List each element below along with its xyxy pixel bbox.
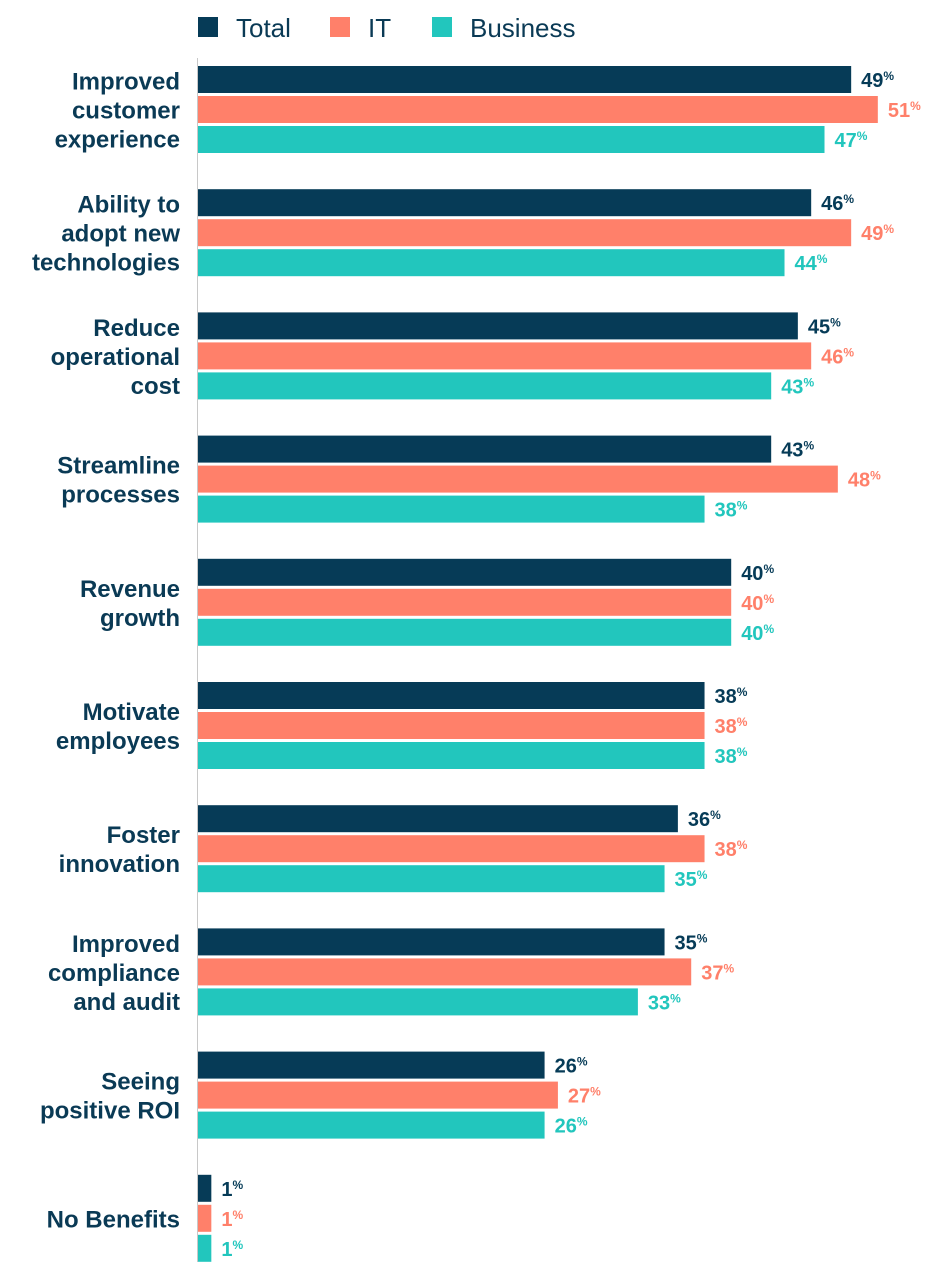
value-label-it-no-benefits: 1% [221, 1208, 243, 1231]
value-label-total-motivate-employees: 38% [715, 685, 748, 708]
legend: Total IT Business [198, 13, 576, 43]
bar-it-improved-compliance-and-audit [198, 958, 692, 986]
bar-it-revenue-growth [198, 588, 732, 616]
value-label-total-improved-compliance-and-audit: 35% [675, 931, 708, 954]
value-label-total-foster-innovation: 36% [688, 808, 721, 831]
value-label-it-improved-compliance-and-audit: 37% [701, 961, 734, 984]
value-label-total-reduce-operational-cost: 45% [808, 315, 841, 338]
category-label-revenue-growth-line-2: growth [100, 605, 180, 632]
value-label-total-revenue-growth: 40% [741, 562, 774, 585]
legend-swatch-total [198, 17, 218, 37]
bar-it-ability-to-adopt-new-technologies [198, 219, 852, 247]
category-label-streamline-processes-line-2: processes [61, 482, 180, 509]
value-label-it-ability-to-adopt-new-technologies: 49% [861, 222, 894, 245]
value-label-it-foster-innovation: 38% [715, 838, 748, 861]
value-label-business-streamline-processes: 38% [715, 499, 748, 522]
value-label-it-reduce-operational-cost: 46% [821, 345, 854, 368]
category-label-reduce-operational-cost-line-3: cost [131, 373, 180, 400]
value-label-it-seeing-positive-roi: 27% [568, 1085, 601, 1108]
bar-total-foster-innovation [198, 805, 678, 833]
category-label-improved-customer-experience-line-1: Improved [72, 69, 180, 96]
category-label-foster-innovation-line-2: innovation [59, 851, 180, 878]
category-label-improved-compliance-and-audit-line-1: Improved [72, 931, 180, 958]
bar-business-foster-innovation [198, 865, 665, 893]
bar-total-streamline-processes [198, 435, 772, 463]
legend-label-total: Total [236, 13, 291, 43]
bar-total-improved-compliance-and-audit [198, 928, 665, 956]
bar-it-streamline-processes [198, 465, 838, 493]
category-label-motivate-employees-line-1: Motivate [83, 699, 180, 726]
value-label-business-foster-innovation: 35% [675, 868, 708, 891]
category-label-reduce-operational-cost-line-1: Reduce [93, 315, 180, 342]
category-label-seeing-positive-roi-line-1: Seeing [101, 1069, 180, 1096]
bar-it-motivate-employees [198, 712, 705, 739]
category-label-improved-customer-experience-line-2: customer [72, 98, 180, 125]
bar-business-improved-customer-experience [198, 126, 825, 153]
value-label-business-seeing-positive-roi: 26% [555, 1115, 588, 1138]
legend-swatch-business [432, 17, 452, 37]
category-label-revenue-growth-line-1: Revenue [80, 576, 180, 603]
bar-business-motivate-employees [198, 742, 705, 769]
category-label-ability-to-adopt-new-technologies-line-3: technologies [32, 250, 180, 277]
bar-total-ability-to-adopt-new-technologies [198, 189, 812, 217]
bar-total-seeing-positive-roi [198, 1051, 545, 1079]
value-label-total-improved-customer-experience: 49% [861, 69, 894, 92]
category-label-seeing-positive-roi-line-2: positive ROI [40, 1098, 180, 1125]
value-label-it-motivate-employees: 38% [715, 715, 748, 738]
value-label-it-improved-customer-experience: 51% [888, 99, 921, 122]
legend-label-business: Business [470, 13, 576, 43]
value-label-total-streamline-processes: 43% [781, 439, 814, 462]
bar-it-reduce-operational-cost [198, 342, 812, 370]
category-label-improved-compliance-and-audit-line-3: and audit [73, 989, 180, 1016]
bar-total-revenue-growth [198, 558, 732, 586]
value-label-it-revenue-growth: 40% [741, 592, 774, 615]
bar-business-ability-to-adopt-new-technologies [198, 249, 785, 277]
bar-business-improved-compliance-and-audit [198, 988, 638, 1016]
bar-it-improved-customer-experience [198, 96, 878, 123]
category-label-foster-innovation-line-1: Foster [107, 822, 180, 849]
bar-business-reduce-operational-cost [198, 372, 772, 400]
bar-business-no-benefits [198, 1234, 212, 1262]
category-label-motivate-employees-line-2: employees [56, 728, 180, 755]
bar-business-seeing-positive-roi [198, 1111, 545, 1139]
category-label-no-benefits-line-1: No Benefits [47, 1206, 180, 1233]
value-label-business-revenue-growth: 40% [741, 622, 774, 645]
value-label-business-ability-to-adopt-new-technologies: 44% [795, 252, 828, 275]
bar-business-revenue-growth [198, 618, 732, 646]
value-label-business-reduce-operational-cost: 43% [781, 375, 814, 398]
category-label-ability-to-adopt-new-technologies-line-1: Ability to [77, 192, 180, 219]
bar-business-streamline-processes [198, 495, 705, 523]
value-label-total-seeing-positive-roi: 26% [555, 1055, 588, 1078]
bar-total-improved-customer-experience [198, 66, 852, 93]
bar-total-motivate-employees [198, 682, 705, 709]
bar-total-reduce-operational-cost [198, 312, 798, 340]
value-label-total-no-benefits: 1% [221, 1178, 243, 1201]
category-label-streamline-processes-line-1: Streamline [57, 453, 180, 480]
category-label-improved-compliance-and-audit-line-2: compliance [48, 960, 180, 987]
category-label-reduce-operational-cost-line-2: operational [51, 344, 180, 371]
value-label-business-improved-customer-experience: 47% [835, 129, 868, 152]
bar-it-no-benefits [198, 1204, 212, 1232]
legend-label-it: IT [368, 13, 391, 43]
value-label-total-ability-to-adopt-new-technologies: 46% [821, 192, 854, 215]
value-label-business-no-benefits: 1% [221, 1238, 243, 1261]
category-label-improved-customer-experience-line-3: experience [55, 127, 180, 154]
bar-total-no-benefits [198, 1174, 212, 1202]
bar-it-seeing-positive-roi [198, 1081, 558, 1109]
bar-it-foster-innovation [198, 835, 705, 863]
value-label-it-streamline-processes: 48% [848, 469, 881, 492]
value-label-business-improved-compliance-and-audit: 33% [648, 991, 681, 1014]
legend-swatch-it [330, 17, 350, 37]
value-label-business-motivate-employees: 38% [715, 745, 748, 768]
category-label-ability-to-adopt-new-technologies-line-2: adopt new [61, 221, 180, 248]
bars [198, 66, 878, 1262]
